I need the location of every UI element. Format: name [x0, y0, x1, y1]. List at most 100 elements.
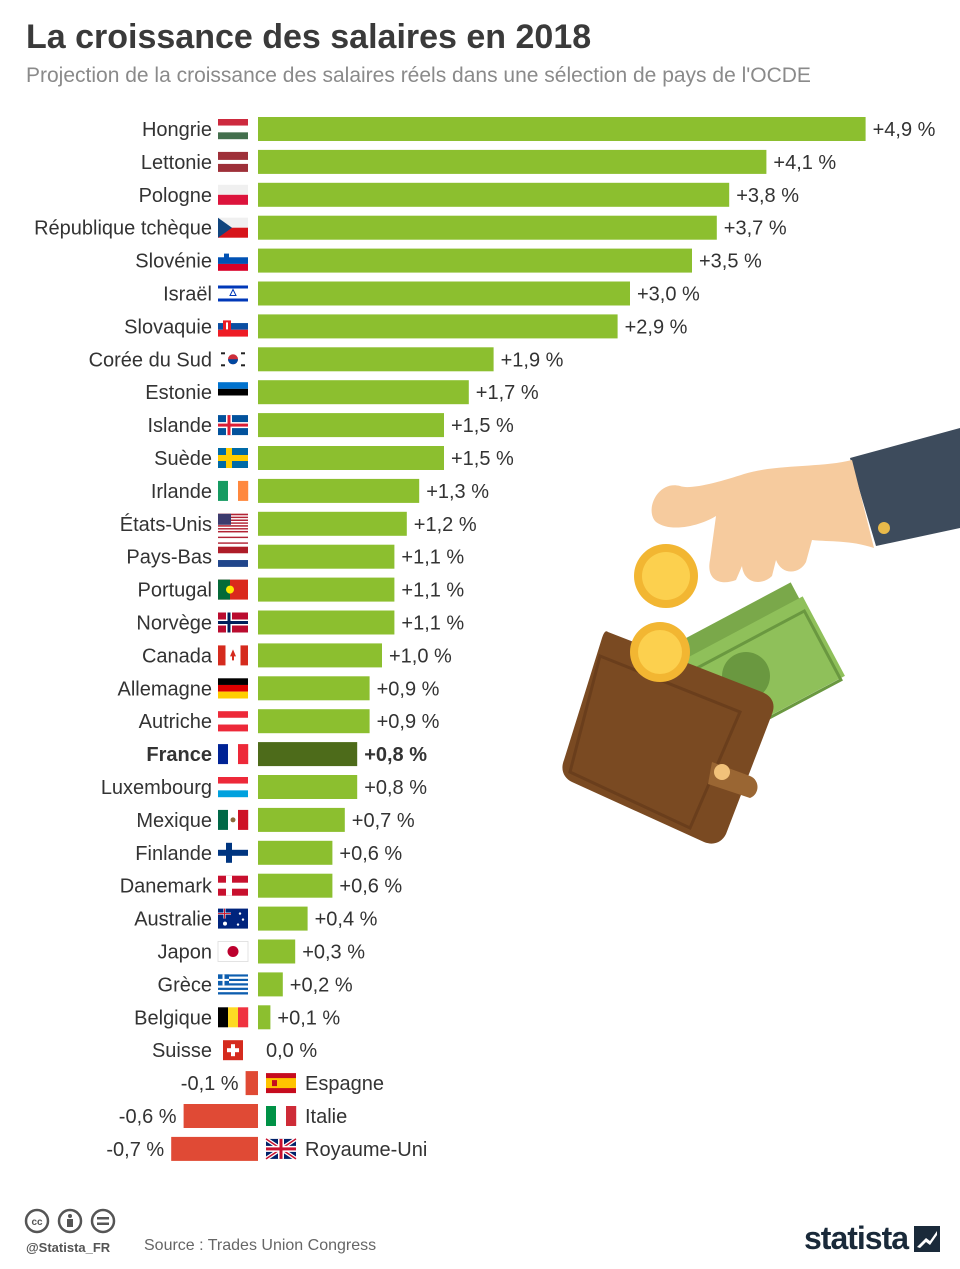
statista-logo-icon	[914, 1225, 941, 1252]
value-label: +0,2 %	[290, 974, 353, 996]
flag-ch-icon	[223, 1040, 243, 1061]
value-label: +1,0 %	[389, 645, 452, 667]
bar	[258, 643, 382, 668]
bar	[258, 906, 308, 931]
value-label: 0,0 %	[266, 1040, 317, 1062]
category-label: Royaume-Uni	[305, 1139, 427, 1161]
flag-lv-icon	[218, 151, 248, 172]
category-label: Suède	[154, 448, 212, 470]
bar	[258, 577, 395, 602]
bar	[183, 1104, 258, 1128]
chart-subtitle: Projection de la croissance des salaires…	[26, 64, 811, 87]
bar-row: Autriche +0,9 %	[139, 709, 440, 734]
value-label: +0,4 %	[315, 909, 378, 931]
bar-row: Norvège +1,1 %	[136, 610, 464, 635]
flag-il-icon	[218, 283, 248, 304]
category-label: Canada	[142, 645, 213, 667]
value-label: +1,2 %	[414, 514, 477, 536]
bar-row: Corée du Sud +1,9 %	[89, 347, 564, 372]
category-label: Pologne	[139, 185, 212, 207]
flag-us-icon	[218, 513, 248, 550]
value-label: +4,9 %	[873, 119, 936, 141]
category-label: Luxembourg	[101, 777, 212, 799]
social-handle: @Statista_FR	[26, 1240, 111, 1255]
category-label: Finlande	[135, 843, 212, 865]
bar-row: Israël +3,0 %	[163, 281, 700, 306]
bar	[258, 511, 407, 536]
chart-title: La croissance des salaires en 2018	[26, 18, 592, 56]
flag-is-icon	[218, 415, 248, 436]
value-label: +0,8 %	[364, 777, 427, 799]
bar-row: Suède +1,5 %	[154, 446, 514, 470]
license-icons: cc	[24, 1208, 116, 1234]
flag-ie-icon	[218, 480, 249, 501]
bar	[245, 1071, 258, 1096]
bar-row: Danemark +0,6 %	[120, 873, 402, 898]
bar	[258, 347, 494, 372]
bar	[258, 709, 370, 734]
attribution-icon	[57, 1208, 83, 1234]
value-label: +1,9 %	[501, 349, 564, 371]
flag-no-icon	[218, 612, 248, 633]
value-label: +0,8 %	[364, 744, 427, 766]
flag-ca-icon	[218, 645, 248, 666]
value-label: +1,7 %	[476, 382, 539, 404]
flag-lu-icon	[218, 777, 248, 798]
source-note: Source : Trades Union Congress	[144, 1237, 377, 1254]
bar-row: Canada +1,0 %	[142, 643, 452, 668]
bar-row: Portugal +1,1 %	[138, 577, 464, 602]
flag-fr-icon	[218, 744, 249, 765]
statista-logo: statista	[804, 1220, 941, 1257]
value-label: +0,9 %	[377, 711, 440, 733]
bar	[258, 314, 618, 339]
bar-row: États-Unis +1,2 %	[120, 511, 477, 536]
bar-row: Estonie +1,7 %	[145, 380, 539, 405]
category-label: Slovaquie	[124, 316, 212, 338]
bar	[258, 939, 296, 964]
bar-row: -0,6 % Italie	[119, 1104, 347, 1128]
category-label: Corée du Sud	[89, 349, 212, 371]
category-label: Slovénie	[135, 251, 212, 273]
value-label: +2,9 %	[625, 316, 688, 338]
category-label: France	[146, 744, 212, 766]
bar-row: Slovaquie +2,9 %	[124, 314, 688, 339]
coin-icon	[634, 544, 698, 608]
category-label: Grèce	[158, 974, 212, 996]
bar-row: Luxembourg +0,8 %	[101, 775, 427, 799]
category-label: Italie	[305, 1106, 347, 1128]
value-label: +3,5 %	[699, 251, 762, 273]
category-label: Estonie	[145, 382, 212, 404]
category-label: Suisse	[152, 1040, 212, 1062]
flag-be-icon	[218, 1007, 249, 1028]
bar	[258, 873, 333, 898]
flag-de-icon	[218, 678, 248, 699]
category-label: Mexique	[136, 810, 212, 832]
svg-text:cc: cc	[31, 1217, 43, 1228]
value-label: +3,8 %	[736, 185, 799, 207]
category-label: Belgique	[134, 1007, 212, 1029]
category-label: Espagne	[305, 1073, 384, 1095]
flag-mx-icon	[218, 809, 249, 830]
value-label: -0,7 %	[106, 1139, 164, 1161]
bar-chart: Hongrie +4,9 % Lettonie +4,1 % Pologne +3,8 %…	[34, 117, 936, 1161]
value-label: +3,7 %	[724, 218, 787, 240]
bar-row: Lettonie +4,1 %	[141, 149, 836, 174]
flag-hu-icon	[218, 119, 248, 140]
bar-row: Finlande +0,6 %	[135, 840, 402, 865]
bar-row: Australie +0,4 %	[134, 906, 378, 931]
value-label: +0,9 %	[377, 678, 440, 700]
value-label: +1,1 %	[401, 613, 464, 635]
bar	[258, 1005, 271, 1030]
wallet-illustration	[562, 428, 960, 844]
value-label: +1,1 %	[401, 580, 464, 602]
category-label: Portugal	[138, 580, 213, 602]
no-derivatives-icon	[90, 1208, 116, 1234]
bar-row: Mexique +0,7 %	[136, 807, 415, 832]
flag-si-icon	[218, 250, 248, 271]
bar	[258, 380, 469, 405]
category-label: États-Unis	[120, 513, 212, 536]
bar	[258, 972, 283, 997]
bar	[258, 544, 395, 569]
bar-row: République tchèque +3,7 %	[34, 215, 787, 240]
bar	[258, 840, 333, 865]
